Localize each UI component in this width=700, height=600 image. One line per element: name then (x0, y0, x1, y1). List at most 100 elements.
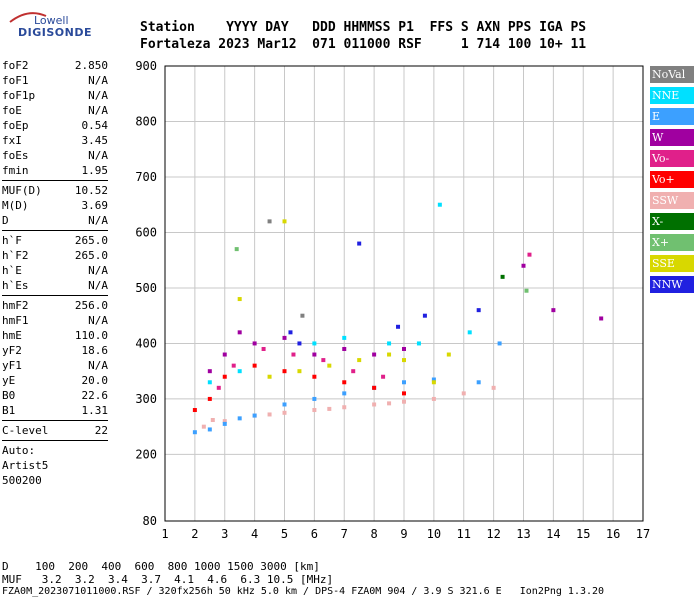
param-row: foF2 2.850 (2, 58, 108, 73)
legend-item-nnw: NNW (650, 276, 694, 293)
data-point-noval (300, 313, 305, 318)
param-row: yE 20.0 (2, 373, 108, 388)
clevel-row: C-level 22 (2, 423, 108, 438)
data-point-ssw (210, 418, 215, 423)
data-point-nnw (288, 330, 293, 335)
data-point-ssw (282, 410, 287, 415)
param-value: 1.95 (81, 164, 109, 177)
data-point-sse (297, 369, 302, 374)
footer-file-info: FZA0M_2023071011000.RSF / 320fx256h 50 k… (2, 586, 605, 597)
legend-item-x-: X+ (650, 234, 694, 251)
data-point-nne (342, 335, 347, 340)
param-value: 3.69 (81, 199, 109, 212)
x-tick-label: 16 (606, 527, 620, 541)
x-tick-label: 4 (251, 527, 258, 541)
data-point-e (192, 430, 197, 435)
divider (2, 420, 108, 421)
data-point-e (207, 427, 212, 432)
x-tick-label: 15 (576, 527, 590, 541)
x-tick-label: 8 (371, 527, 378, 541)
y-tick-label: 200 (135, 447, 157, 461)
data-point-e (431, 377, 436, 382)
data-point-nne (437, 202, 442, 207)
param-key: hmF1 (2, 314, 29, 327)
param-value: 265.0 (74, 249, 108, 262)
param-key: foEs (2, 149, 29, 162)
note-line: Artist5 (2, 459, 49, 472)
data-point-vo- (381, 374, 386, 379)
param-value: N/A (88, 359, 108, 372)
param-key: hmF2 (2, 299, 29, 312)
data-point-w (521, 263, 526, 268)
legend-item-w: W (650, 129, 694, 146)
param-value: N/A (88, 89, 108, 102)
data-point-nne (387, 341, 392, 346)
data-point-sse (327, 363, 332, 368)
x-tick-label: 13 (516, 527, 530, 541)
param-key: MUF(D) (2, 184, 42, 197)
param-row: h`F 265.0 (2, 233, 108, 248)
param-key: foF1 (2, 74, 29, 87)
data-point-sse (446, 352, 451, 357)
param-row: yF2 18.6 (2, 343, 108, 358)
data-point-w (282, 335, 287, 340)
data-point-sse (237, 297, 242, 302)
param-value: N/A (88, 104, 108, 117)
data-point-ssw (461, 391, 466, 396)
data-point-ssw (267, 412, 272, 417)
param-row: h`E N/A (2, 263, 108, 278)
legend-item-e: E (650, 108, 694, 125)
divider (2, 440, 108, 441)
param-row: hmE 110.0 (2, 328, 108, 343)
data-point-nne (416, 341, 421, 346)
data-point-w (237, 330, 242, 335)
param-key: foE (2, 104, 22, 117)
header-line1: Station YYYY DAY DDD HHMMSS P1 FFS S AXN… (140, 20, 587, 35)
param-key: M(D) (2, 199, 29, 212)
data-point-nnw (297, 341, 302, 346)
param-key: foEp (2, 119, 29, 132)
data-point-e (222, 421, 227, 426)
x-tick-label: 10 (427, 527, 441, 541)
data-point-vo- (351, 369, 356, 374)
data-point-vo- (321, 358, 326, 363)
x-tick-label: 6 (311, 527, 318, 541)
param-key: yF1 (2, 359, 22, 372)
param-row: foEs N/A (2, 148, 108, 163)
param-group-2: MUF(D) 10.52 M(D) 3.69 D N/A (2, 183, 108, 228)
x-tick-label: 2 (191, 527, 198, 541)
param-row: M(D) 3.69 (2, 198, 108, 213)
data-point-vo- (261, 346, 266, 351)
data-point-nnw (357, 241, 362, 246)
data-point-vo- (312, 374, 317, 379)
data-point-sse (282, 219, 287, 224)
data-point-e (402, 380, 406, 385)
param-key: fmin (2, 164, 29, 177)
data-point-ssw (402, 399, 406, 404)
param-key: hmE (2, 329, 22, 342)
data-point-ssw (222, 419, 227, 424)
data-point-vo- (372, 385, 377, 390)
param-value: 265.0 (74, 234, 108, 247)
parameter-panel: foF2 2.850 foF1 N/A foF1p N/A foE N/A foEp 0.54 fx… (2, 58, 108, 488)
y-tick-label: 600 (135, 225, 157, 239)
param-row: yF1 N/A (2, 358, 108, 373)
data-point-e (237, 416, 242, 421)
param-row: fmin 1.95 (2, 163, 108, 178)
legend-item-ssw: SSW (650, 192, 694, 209)
data-point-vo- (222, 374, 227, 379)
param-value: 20.0 (81, 374, 109, 387)
footer-distance-row: D 100 200 400 600 800 1000 1500 3000 [km… (2, 560, 320, 573)
param-row: foEp 0.54 (2, 118, 108, 133)
y-tick-label: 900 (135, 59, 157, 73)
data-point-sse (267, 374, 272, 379)
data-point-e (282, 402, 287, 407)
logo-swoosh-icon (9, 12, 47, 23)
data-point-ssw (431, 396, 436, 401)
legend: NoVal NNE E W Vo- Vo+ SSW X- X+ SSE NNW (650, 66, 694, 297)
plot-frame (164, 65, 644, 522)
param-value: N/A (88, 74, 108, 87)
data-point-vo- (291, 352, 296, 357)
param-key: foF2 (2, 59, 29, 72)
footer-muf-row: MUF 3.2 3.2 3.4 3.7 4.1 4.6 6.3 10.5 [MH… (2, 573, 334, 586)
